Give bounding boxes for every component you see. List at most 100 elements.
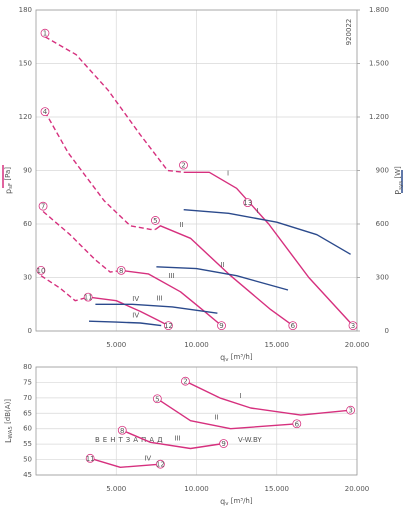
point-label: 10 bbox=[37, 267, 46, 275]
y2-tick-label: 900 bbox=[376, 167, 389, 175]
operating-point bbox=[117, 425, 127, 435]
x-tick-label: 10.000 bbox=[184, 485, 209, 493]
axis-unit: [m³/h] bbox=[228, 353, 252, 361]
y-tick-label: 75 bbox=[23, 378, 32, 386]
axis-label: qv [m³/h] bbox=[220, 497, 253, 507]
point-label: 11 bbox=[84, 294, 93, 302]
axis-subscript: sys bbox=[398, 181, 404, 190]
axis-unit: [Pa] bbox=[4, 167, 12, 183]
y-tick-label: 60 bbox=[23, 220, 32, 228]
curve bbox=[156, 266, 289, 291]
operating-point bbox=[40, 107, 50, 117]
point-label: 3 bbox=[348, 407, 352, 415]
axis-symbol: P bbox=[394, 190, 403, 195]
curve-label: II bbox=[215, 414, 219, 422]
axis-subscript: sF bbox=[8, 183, 14, 189]
y2-tick-label: 300 bbox=[376, 274, 389, 282]
operating-point bbox=[36, 265, 46, 275]
plot-frame bbox=[35, 9, 358, 332]
curve bbox=[42, 210, 122, 273]
curve-label: I bbox=[227, 169, 229, 177]
point-label: 5 bbox=[153, 217, 157, 225]
y2-tick-label: 0 bbox=[385, 327, 389, 335]
curve bbox=[88, 320, 162, 327]
curve-label: II bbox=[221, 261, 225, 269]
axis-unit: [W] bbox=[394, 166, 402, 181]
operating-point bbox=[179, 160, 188, 170]
point-label: 9 bbox=[219, 322, 223, 330]
operating-point bbox=[151, 216, 160, 225]
axis-symbol: p bbox=[4, 189, 13, 194]
chart-code: 920022 bbox=[345, 19, 353, 46]
curve-label: IV bbox=[144, 455, 151, 463]
plot-frame bbox=[35, 366, 358, 476]
x-tick-label: 5.000 bbox=[106, 341, 126, 349]
point-label: 2 bbox=[181, 162, 185, 170]
curve bbox=[44, 111, 156, 231]
axis-subscript: v bbox=[225, 501, 229, 507]
operating-point bbox=[181, 376, 190, 386]
y2-tick-label: 1.200 bbox=[369, 113, 389, 121]
point-label: 2 bbox=[183, 378, 187, 386]
x-tick-label: 20.000 bbox=[345, 485, 370, 493]
operating-point bbox=[40, 28, 50, 38]
operating-point bbox=[217, 321, 226, 331]
y-tick-label: 80 bbox=[23, 363, 32, 371]
y2-tick-label: 600 bbox=[376, 220, 389, 228]
y-tick-label: 70 bbox=[23, 394, 32, 402]
curve-label: IV bbox=[132, 312, 139, 320]
point-label: 3 bbox=[351, 322, 355, 330]
curve bbox=[44, 36, 184, 173]
curve bbox=[122, 429, 224, 450]
point-label: 5 bbox=[155, 395, 159, 403]
y-tick-label: 55 bbox=[23, 440, 32, 448]
axis-label: LWA5 [dB(A)] bbox=[4, 399, 14, 443]
watermark: ВЕНТЗАПАД bbox=[95, 436, 166, 444]
axis-label: qv [m³/h] bbox=[220, 353, 253, 363]
point-label: 9 bbox=[221, 440, 225, 448]
point-label: 6 bbox=[295, 420, 300, 428]
point-label: 12 bbox=[156, 461, 165, 469]
operating-point bbox=[83, 292, 93, 302]
axis-symbol: L bbox=[4, 438, 13, 443]
operating-point bbox=[243, 198, 253, 208]
axis-symbol: q bbox=[220, 497, 225, 506]
y-tick-label: 90 bbox=[23, 167, 32, 175]
curve bbox=[95, 303, 218, 314]
axis-unit: [dB(A)] bbox=[4, 399, 12, 426]
curve bbox=[183, 209, 351, 255]
point-label: 1 bbox=[43, 30, 47, 38]
axis-label: Psys [W] bbox=[394, 166, 404, 195]
curve-label: IV bbox=[132, 295, 139, 303]
operating-point bbox=[288, 321, 298, 331]
x-tick-label: 5.000 bbox=[106, 485, 126, 493]
x-tick-label: 15.000 bbox=[265, 341, 290, 349]
y-tick-label: 65 bbox=[23, 409, 32, 417]
y-tick-label: 180 bbox=[19, 6, 32, 14]
point-label: 12 bbox=[164, 322, 173, 330]
curve bbox=[185, 380, 351, 416]
axis-subscript: WA5 bbox=[8, 426, 14, 439]
curve-label: III bbox=[156, 295, 162, 303]
curve bbox=[121, 269, 222, 327]
operating-point bbox=[292, 419, 302, 429]
curve bbox=[40, 275, 89, 302]
curve-label: III bbox=[174, 434, 180, 442]
axis-unit: [m³/h] bbox=[228, 497, 252, 505]
point-label: 8 bbox=[119, 267, 123, 275]
y-tick-label: 0 bbox=[28, 327, 32, 335]
point-label: 8 bbox=[120, 427, 124, 435]
y-tick-label: 60 bbox=[23, 425, 32, 433]
curve-label: I bbox=[240, 392, 242, 400]
curve-label: I bbox=[257, 207, 259, 215]
operating-point bbox=[152, 394, 162, 404]
point-label: 4 bbox=[43, 108, 48, 116]
watermark: V-W.BY bbox=[238, 436, 262, 444]
operating-point bbox=[219, 439, 229, 448]
x-tick-label: 10.000 bbox=[184, 341, 209, 349]
y-tick-label: 150 bbox=[19, 60, 32, 68]
y2-tick-label: 1.500 bbox=[369, 60, 389, 68]
y-tick-label: 50 bbox=[23, 456, 32, 464]
y-tick-label: 45 bbox=[23, 471, 32, 479]
